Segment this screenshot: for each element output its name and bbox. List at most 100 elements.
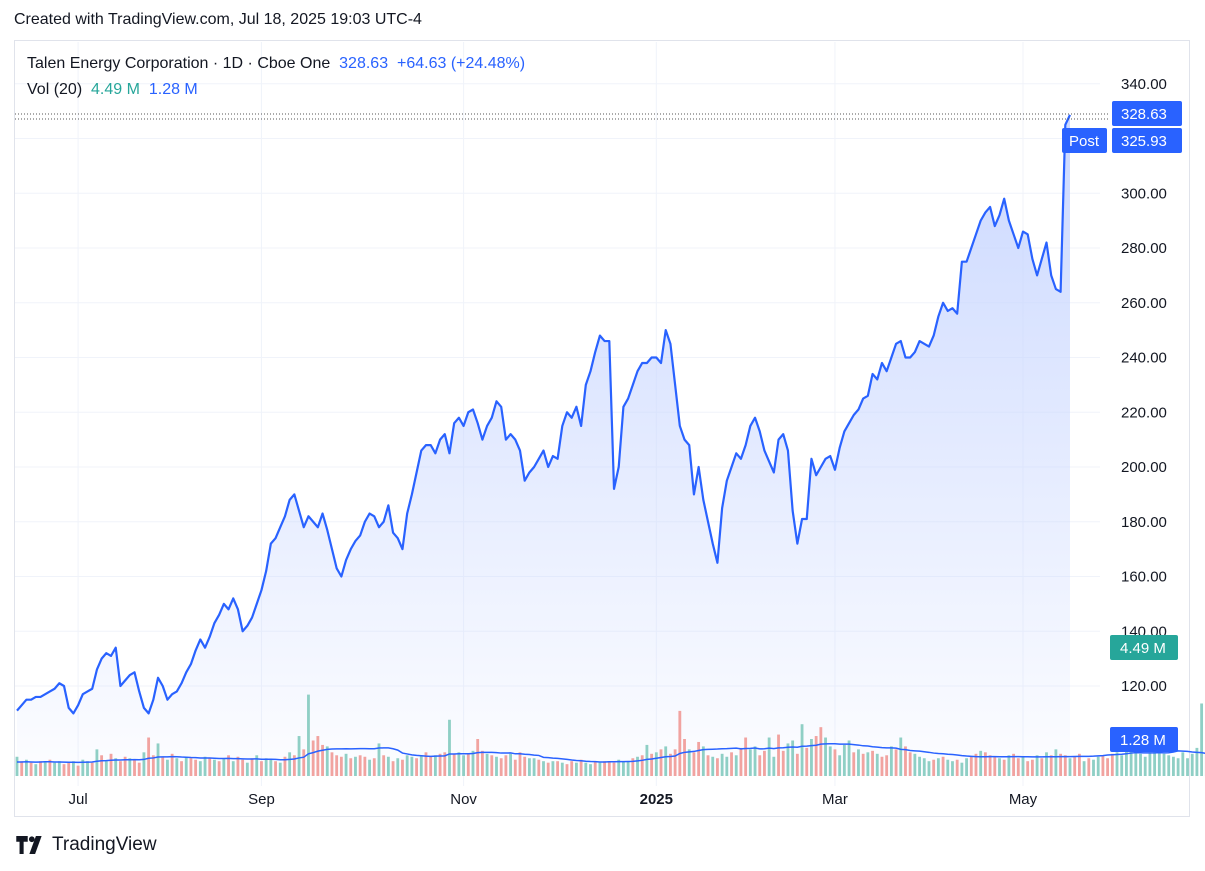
volume-bar: [504, 755, 508, 776]
volume-bar: [415, 758, 418, 776]
volume-bar: [974, 753, 978, 776]
y-tick-label: 340.00: [1121, 76, 1167, 93]
volume-bar: [1054, 749, 1058, 776]
volume-bar: [509, 753, 512, 776]
volume-bar: [871, 750, 874, 776]
volume-bar: [842, 744, 846, 776]
volume-bar: [1181, 752, 1185, 776]
volume-bar: [231, 761, 235, 776]
volume-bar: [189, 758, 193, 776]
volume-bar: [636, 756, 639, 776]
volume-bar: [857, 749, 860, 776]
volume-bar: [217, 761, 221, 776]
volume-bar: [1092, 759, 1095, 776]
volume-ma-tag: [1110, 727, 1178, 752]
volume-bar: [617, 759, 621, 776]
volume-bar: [998, 758, 1001, 776]
volume-bar: [255, 755, 259, 776]
volume-bar: [1068, 758, 1072, 776]
volume-bar: [53, 762, 57, 776]
volume-bar: [278, 762, 282, 776]
volume-bar: [15, 756, 19, 776]
volume-bar: [889, 746, 893, 776]
volume-bar: [805, 747, 809, 776]
volume-legend[interactable]: Vol (20) 4.49 M 1.28 M: [27, 81, 198, 99]
x-tick-label: 2025: [640, 791, 673, 808]
y-tick-label: 160.00: [1121, 569, 1167, 586]
volume-bar: [20, 761, 24, 776]
volume-bar: [321, 744, 324, 776]
volume-bar: [795, 753, 799, 776]
volume-ma-line: [17, 742, 1205, 764]
symbol-legend[interactable]: Talen Energy Corporation · 1D · Cboe One…: [27, 55, 525, 73]
volume-bar: [457, 752, 461, 776]
volume-bar: [1096, 756, 1100, 776]
volume-bar: [673, 749, 677, 776]
volume-bar: [1186, 758, 1189, 776]
volume-bar: [264, 758, 268, 776]
volume-bar: [1045, 752, 1048, 776]
volume-bar: [1139, 753, 1142, 776]
volume-bar: [349, 758, 353, 776]
volume-bar: [847, 740, 851, 776]
volume-bar: [598, 762, 602, 776]
price-area-fill: [17, 114, 1070, 776]
volume-bar: [527, 758, 531, 776]
volume-bar: [838, 755, 842, 776]
volume-bar: [1016, 758, 1020, 776]
volume-bar: [744, 737, 748, 776]
volume-bar: [377, 743, 381, 776]
volume-bar: [1115, 752, 1119, 776]
x-tick-label: Nov: [450, 791, 477, 808]
volume-bar: [730, 752, 733, 776]
volume-bar: [1143, 756, 1147, 776]
volume-bar: [485, 753, 489, 776]
volume-bar: [81, 759, 85, 776]
created-with-caption: Created with TradingView.com, Jul 18, 20…: [14, 11, 422, 28]
volume-bar: [142, 752, 146, 776]
volume-bar: [678, 710, 682, 776]
volume-bar: [1012, 753, 1015, 776]
volume-bar: [1195, 747, 1199, 776]
volume-label: Vol (20): [27, 81, 83, 98]
volume-bar: [368, 759, 371, 776]
volume-bar: [1030, 759, 1034, 776]
volume-bar: [123, 756, 127, 776]
volume-bar: [269, 759, 273, 776]
volume-bar: [913, 753, 917, 776]
last-price-tag-text: 328.63: [1121, 106, 1167, 123]
volume-bar: [593, 761, 597, 776]
volume-bar: [654, 752, 658, 776]
volume-bar: [777, 734, 780, 776]
volume-bar: [936, 758, 940, 776]
price-axis-tags: 328.63 Post 325.93 4.49 M 1.28 M: [1062, 101, 1182, 752]
time-axis[interactable]: JulSepNov2025MarMayJul: [69, 791, 1205, 808]
volume-bar: [1035, 755, 1039, 776]
volume-bar: [908, 752, 912, 776]
volume-bar: [137, 762, 141, 776]
volume-bar: [76, 765, 80, 776]
volume-bar: [39, 761, 42, 776]
volume-bar: [1087, 758, 1091, 776]
volume-bar: [763, 750, 766, 776]
volume-bar: [471, 750, 475, 776]
volume-bar: [410, 756, 414, 776]
volume-bar: [203, 756, 207, 776]
volume-bar: [861, 753, 865, 776]
volume-bar: [57, 761, 61, 776]
y-tick-label: 180.00: [1121, 514, 1167, 531]
volume-bar: [810, 739, 813, 776]
volume-bar: [979, 750, 983, 776]
price-axis[interactable]: 120.00140.00160.00180.00200.00220.00240.…: [1121, 76, 1167, 695]
volume-bar: [29, 762, 33, 776]
tradingview-logo[interactable]: TradingView: [16, 834, 157, 856]
volume-bar: [645, 744, 649, 776]
volume-bar: [918, 756, 921, 776]
volume-bar: [701, 746, 705, 776]
volume-bar: [824, 737, 827, 776]
volume-bar: [490, 755, 494, 776]
volume-bar: [43, 761, 47, 776]
volume-bar: [607, 761, 611, 776]
volume-bar: [739, 747, 743, 776]
